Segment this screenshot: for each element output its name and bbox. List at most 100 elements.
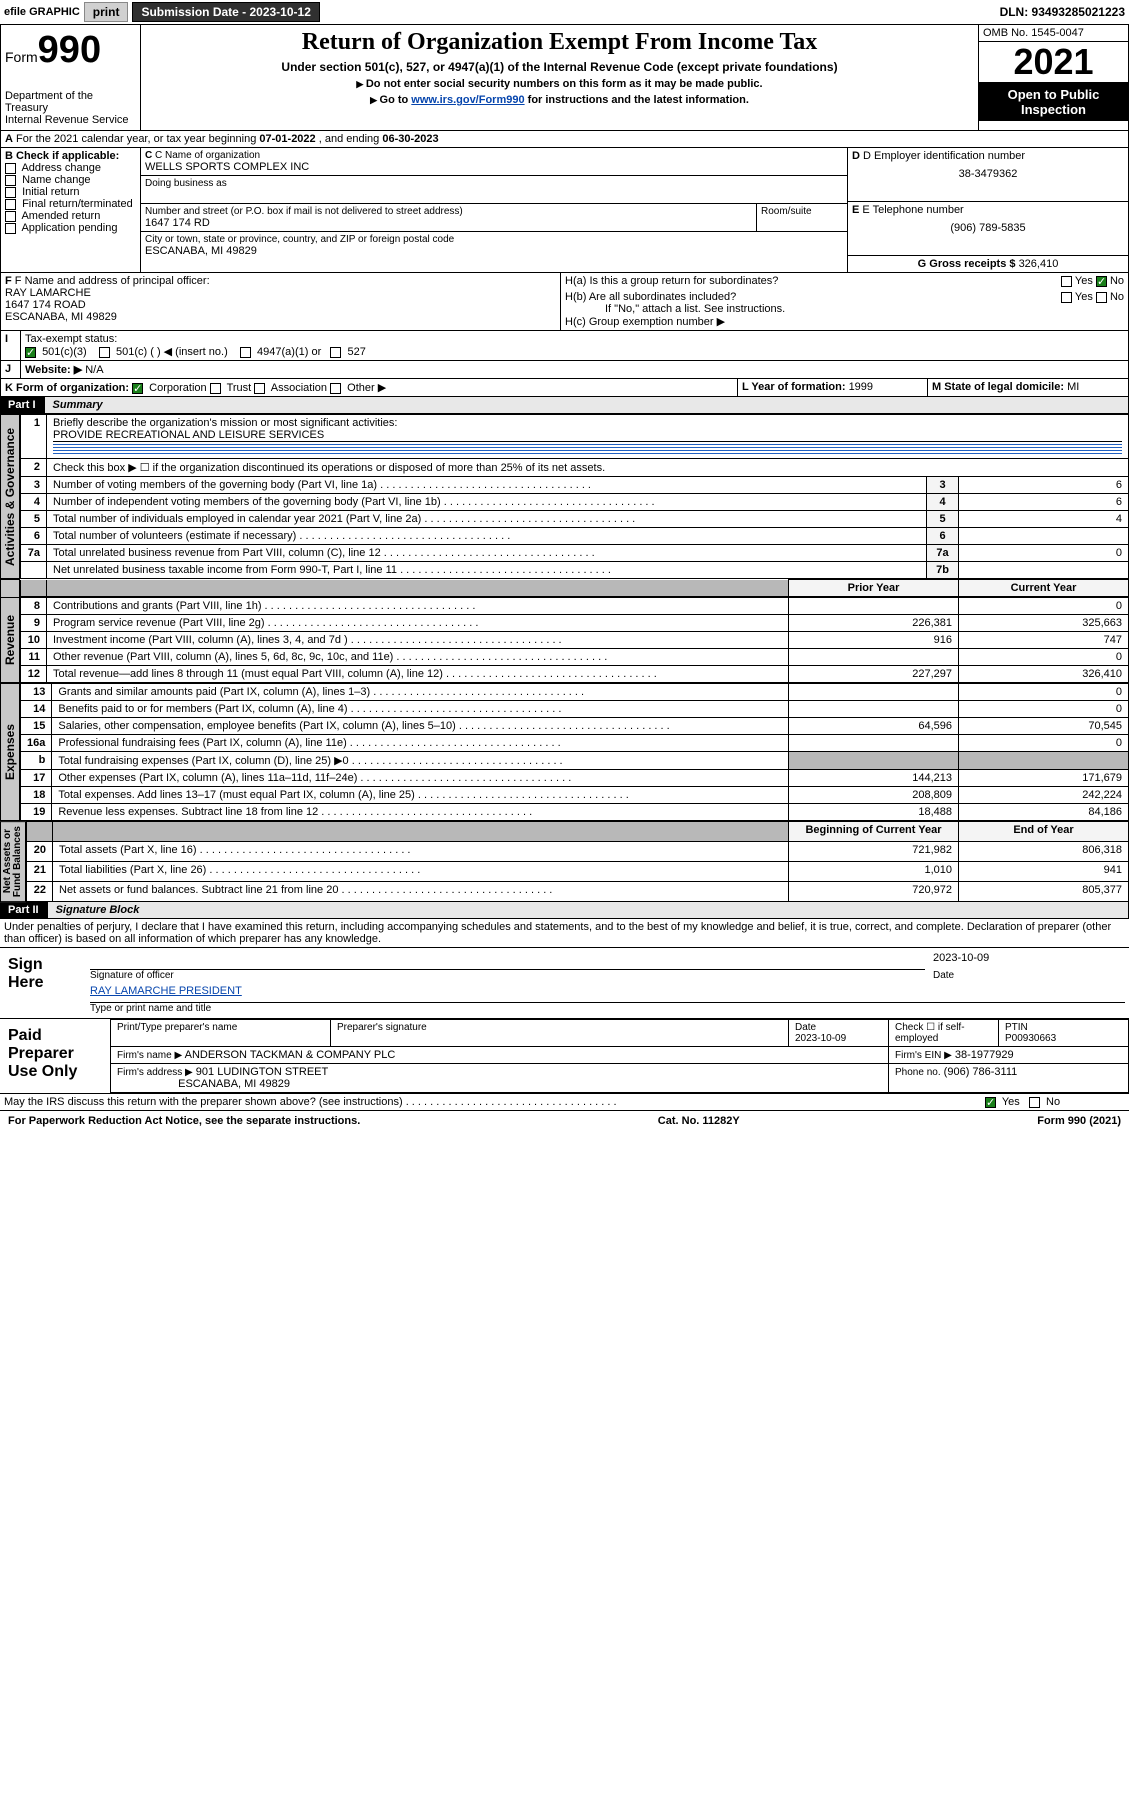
- col-end: End of Year: [959, 822, 1129, 842]
- box-b-checkbox[interactable]: [5, 199, 16, 210]
- 527-checkbox[interactable]: [330, 347, 341, 358]
- line-no: 13: [21, 684, 52, 701]
- ha-yes-checkbox[interactable]: [1061, 276, 1072, 287]
- prior-value: [789, 735, 959, 752]
- box-g-label: G Gross receipts $: [918, 258, 1016, 270]
- form-number: 990: [38, 29, 101, 71]
- hb-yes-checkbox[interactable]: [1061, 292, 1072, 303]
- prior-value: 721,982: [789, 842, 959, 862]
- other-checkbox[interactable]: [330, 383, 341, 394]
- mission-value: PROVIDE RECREATIONAL AND LEISURE SERVICE…: [53, 429, 1122, 442]
- current-value: 806,318: [959, 842, 1129, 862]
- submission-date-button[interactable]: Submission Date - 2023-10-12: [132, 2, 319, 22]
- line-no: 14: [21, 701, 52, 718]
- prior-value: 226,381: [789, 615, 959, 632]
- corp-checkbox[interactable]: [132, 383, 143, 394]
- officer-sig-date: 2023-10-09: [925, 952, 1125, 970]
- current-value: 941: [959, 862, 1129, 882]
- line-label: Investment income (Part VIII, column (A)…: [53, 634, 562, 646]
- line-value: 6: [959, 477, 1129, 494]
- col-beg: Beginning of Current Year: [789, 822, 959, 842]
- box-b-checkbox[interactable]: [5, 211, 16, 222]
- box-b-option-label: Initial return: [22, 186, 79, 198]
- col-current: Current Year: [959, 580, 1129, 597]
- part1-title: Summary: [44, 397, 1129, 414]
- line-no: 17: [21, 770, 52, 787]
- box-b-checkbox[interactable]: [5, 175, 16, 186]
- 501c-checkbox[interactable]: [99, 347, 110, 358]
- officer-name-link[interactable]: RAY LAMARCHE PRESIDENT: [90, 985, 242, 997]
- prep-name-label: Print/Type preparer's name: [111, 1020, 331, 1047]
- instructions-link[interactable]: www.irs.gov/Form990: [411, 94, 524, 106]
- officer-city: ESCANABA, MI 49829: [5, 311, 556, 323]
- hb-no-checkbox[interactable]: [1096, 292, 1107, 303]
- 501c3-checkbox[interactable]: [25, 347, 36, 358]
- hc-label: H(c) Group exemption number ▶: [565, 315, 1124, 328]
- discuss-no-checkbox[interactable]: [1029, 1097, 1040, 1108]
- phone-value: (906) 789-5835: [852, 222, 1124, 234]
- line-no: 18: [21, 787, 52, 804]
- print-button[interactable]: print: [84, 2, 129, 22]
- part2-label: Part II: [0, 902, 47, 919]
- domicile: MI: [1067, 381, 1079, 393]
- line-a-end: 06-30-2023: [382, 133, 438, 145]
- line-no: 7a: [21, 545, 47, 562]
- firm-phone: (906) 786-3111: [944, 1066, 1018, 1078]
- prior-value: 1,010: [789, 862, 959, 882]
- open-public-label: Open to Public Inspection: [979, 83, 1128, 121]
- 501c-label: 501(c) ( ) ◀ (insert no.): [116, 346, 228, 358]
- line-no: 5: [21, 511, 47, 528]
- prior-value: 720,972: [789, 882, 959, 902]
- org-name: WELLS SPORTS COMPLEX INC: [145, 161, 843, 173]
- prior-value: [789, 598, 959, 615]
- prep-date-label: Date: [795, 1022, 816, 1033]
- part1-label: Part I: [0, 397, 44, 414]
- current-value: [959, 752, 1129, 770]
- line-value: 0: [959, 545, 1129, 562]
- trust-checkbox[interactable]: [210, 383, 221, 394]
- box-b-checkbox[interactable]: [5, 223, 16, 234]
- box-j-label: Website: ▶: [25, 364, 82, 376]
- no-label-2: No: [1110, 291, 1124, 303]
- firm-phone-label: Phone no.: [895, 1067, 941, 1078]
- line-label: Professional fundraising fees (Part IX, …: [58, 737, 560, 749]
- current-value: 242,224: [959, 787, 1129, 804]
- current-value: 0: [959, 649, 1129, 666]
- prior-value: 64,596: [789, 718, 959, 735]
- box-b-checkbox[interactable]: [5, 187, 16, 198]
- line-box: 5: [927, 511, 959, 528]
- line-label: Grants and similar amounts paid (Part IX…: [58, 686, 584, 698]
- website-value: N/A: [85, 364, 103, 376]
- line-label: Total number of individuals employed in …: [53, 513, 635, 525]
- ptin-label: PTIN: [1005, 1022, 1028, 1033]
- line-label: Number of independent voting members of …: [53, 496, 655, 508]
- sign-here-label: Sign Here: [0, 948, 70, 1018]
- line-value: [959, 562, 1129, 579]
- box-b-checkbox[interactable]: [5, 163, 16, 174]
- current-value: 0: [959, 684, 1129, 701]
- discuss-yes-checkbox[interactable]: [985, 1097, 996, 1108]
- line-value: 4: [959, 511, 1129, 528]
- line-no: 22: [27, 882, 53, 902]
- current-value: 0: [959, 735, 1129, 752]
- hb-note: If "No," attach a list. See instructions…: [605, 303, 1124, 315]
- discuss-no-label: No: [1046, 1096, 1060, 1108]
- firm-addr1: 901 LUDINGTON STREET: [196, 1066, 328, 1078]
- line-label: Total number of volunteers (estimate if …: [53, 530, 510, 542]
- line-no: 12: [21, 666, 47, 683]
- trust-label: Trust: [227, 382, 252, 394]
- line-box: 7b: [927, 562, 959, 579]
- instr-2-post: for instructions and the latest informat…: [525, 94, 749, 106]
- firm-addr-label: Firm's address ▶: [117, 1067, 193, 1078]
- assoc-checkbox[interactable]: [254, 383, 265, 394]
- no-label: No: [1110, 275, 1124, 287]
- line-box: 6: [927, 528, 959, 545]
- line-label: Contributions and grants (Part VIII, lin…: [53, 600, 475, 612]
- current-value: 325,663: [959, 615, 1129, 632]
- line-a: A For the 2021 calendar year, or tax yea…: [5, 133, 1124, 145]
- 4947-checkbox[interactable]: [240, 347, 251, 358]
- prep-date: 2023-10-09: [795, 1033, 846, 1044]
- addr-label: Number and street (or P.O. box if mail i…: [145, 206, 752, 217]
- vtab-governance: Activities & Governance: [0, 414, 20, 579]
- ha-no-checkbox[interactable]: [1096, 276, 1107, 287]
